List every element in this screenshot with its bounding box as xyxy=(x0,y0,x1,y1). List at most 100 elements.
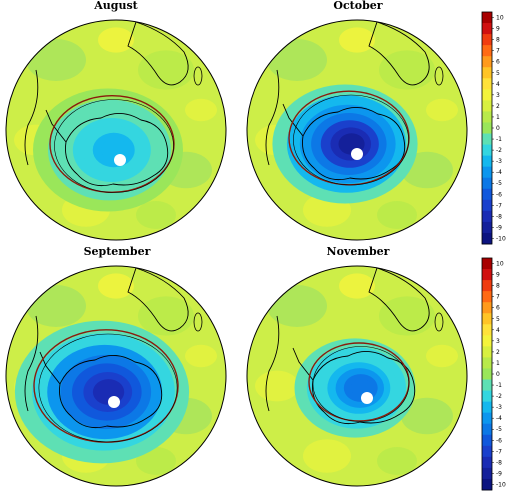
vortex-contour xyxy=(38,333,178,443)
colorbar-tick-label: -8 xyxy=(496,459,502,466)
colorbar-swatch xyxy=(482,89,492,101)
colorbar-tick-label: 10 xyxy=(496,15,504,22)
colorbar-swatch xyxy=(482,78,492,90)
colorbar-tick-label: 1 xyxy=(496,114,500,121)
colorbar-swatch xyxy=(482,456,492,469)
panel-september: September xyxy=(5,245,227,487)
madagascar-outline xyxy=(434,312,444,332)
madagascar-outline xyxy=(193,66,203,86)
polar-night-hole xyxy=(114,154,126,166)
field-patch xyxy=(98,27,134,53)
vortex-contour xyxy=(293,94,409,186)
colorbar-tick-label: -1 xyxy=(496,136,502,143)
colorbar-swatch xyxy=(482,412,492,425)
peninsula-outline xyxy=(282,103,304,137)
peninsula-outline xyxy=(45,109,67,143)
south-america-outline xyxy=(265,315,280,412)
colorbar-tick-label: 9 xyxy=(496,26,500,33)
colorbar-tick-label: -9 xyxy=(496,224,502,231)
colorbar-swatch xyxy=(482,324,492,336)
madagascar-outline xyxy=(193,312,203,332)
globe-rim xyxy=(5,265,227,487)
colorbar-swatch xyxy=(482,401,492,414)
field-patch xyxy=(98,273,134,299)
colorbar-swatch xyxy=(482,379,492,391)
colorbar-swatch xyxy=(482,111,492,123)
panel-october: October xyxy=(246,0,468,241)
colorbar-tick-label: 2 xyxy=(496,349,500,356)
colorbar-tick-label: 7 xyxy=(496,48,500,55)
colorbar-tick-label: 6 xyxy=(496,59,500,66)
colorbar-swatch xyxy=(482,467,492,480)
field-patch xyxy=(426,98,458,122)
colorbar-swatch xyxy=(482,100,492,112)
globe-map xyxy=(246,265,468,487)
globe-map xyxy=(5,265,227,487)
colorbar-swatch xyxy=(482,199,492,212)
colorbar-tick-label: 4 xyxy=(496,327,500,334)
vortex-contour xyxy=(312,346,410,422)
colorbar-swatch xyxy=(482,313,492,325)
colorbar-tick-label: 3 xyxy=(496,338,500,345)
panel-august: August xyxy=(5,0,227,241)
colorbar-tick-label: 0 xyxy=(496,371,500,378)
antarctica-outline xyxy=(59,355,163,429)
panel-title: October xyxy=(333,0,382,12)
colorbar-swatch xyxy=(482,45,492,57)
colorbar-tick-label: -1 xyxy=(496,382,502,389)
colorbar-tick-label: 5 xyxy=(496,70,500,77)
colorbar-tick-label: 4 xyxy=(496,81,500,88)
colorbar-tick-label: 6 xyxy=(496,305,500,312)
colorbar-swatch xyxy=(482,144,492,157)
colorbar-tick-label: -7 xyxy=(496,448,502,455)
polar-night-hole xyxy=(351,148,363,160)
colorbar-tick-label: 8 xyxy=(496,37,500,44)
colorbar-tick-label: -5 xyxy=(496,426,502,433)
south-america-outline xyxy=(24,315,39,412)
colorbar-tick-label: -4 xyxy=(496,169,502,176)
colorbar-swatch xyxy=(482,56,492,68)
colorbar-swatch xyxy=(482,357,492,369)
field-patch xyxy=(255,370,299,402)
colorbar-swatch xyxy=(482,390,492,403)
field-patch xyxy=(138,50,194,90)
field-patch xyxy=(267,39,327,81)
colorbar-swatch xyxy=(482,133,492,145)
colorbar-swatch xyxy=(482,67,492,79)
field-patch xyxy=(303,439,351,473)
field-patch xyxy=(377,201,417,229)
antarctica-outline xyxy=(312,351,416,425)
globe-map xyxy=(246,19,468,241)
colorbar-swatch xyxy=(482,155,492,168)
panel-title: August xyxy=(93,0,138,12)
colorbar-tick-label: -8 xyxy=(496,213,502,220)
colorbar-tick-label: 0 xyxy=(496,125,500,132)
colorbar-tick-label: 3 xyxy=(496,92,500,99)
colorbar-swatch xyxy=(482,368,492,380)
colorbar-swatch xyxy=(482,210,492,223)
globe-field xyxy=(6,20,226,240)
colorbar-tick-label: -10 xyxy=(496,235,506,242)
colorbar-tick-label: -2 xyxy=(496,393,502,400)
colorbar-tick-label: 7 xyxy=(496,294,500,301)
colorbar-tick-label: -6 xyxy=(496,437,502,444)
colorbar-tick-label: -2 xyxy=(496,147,502,154)
colorbar-tick-label: 8 xyxy=(496,283,500,290)
field-patch xyxy=(185,98,217,122)
colorbar-swatch xyxy=(482,177,492,190)
panel-title: November xyxy=(327,245,390,258)
colorbar-tick-label: -6 xyxy=(496,191,502,198)
colorbar-swatch xyxy=(482,445,492,458)
colorbar-swatch xyxy=(482,302,492,314)
colorbar-swatch xyxy=(482,335,492,347)
colorbar-swatch xyxy=(482,166,492,179)
africa-outline xyxy=(127,267,189,332)
colorbar-swatch xyxy=(482,232,492,245)
field-patch xyxy=(138,296,194,336)
colorbar-swatch xyxy=(482,221,492,234)
madagascar-outline xyxy=(434,66,444,86)
field-patch xyxy=(136,201,176,229)
colorbar-tick-label: -4 xyxy=(496,415,502,422)
